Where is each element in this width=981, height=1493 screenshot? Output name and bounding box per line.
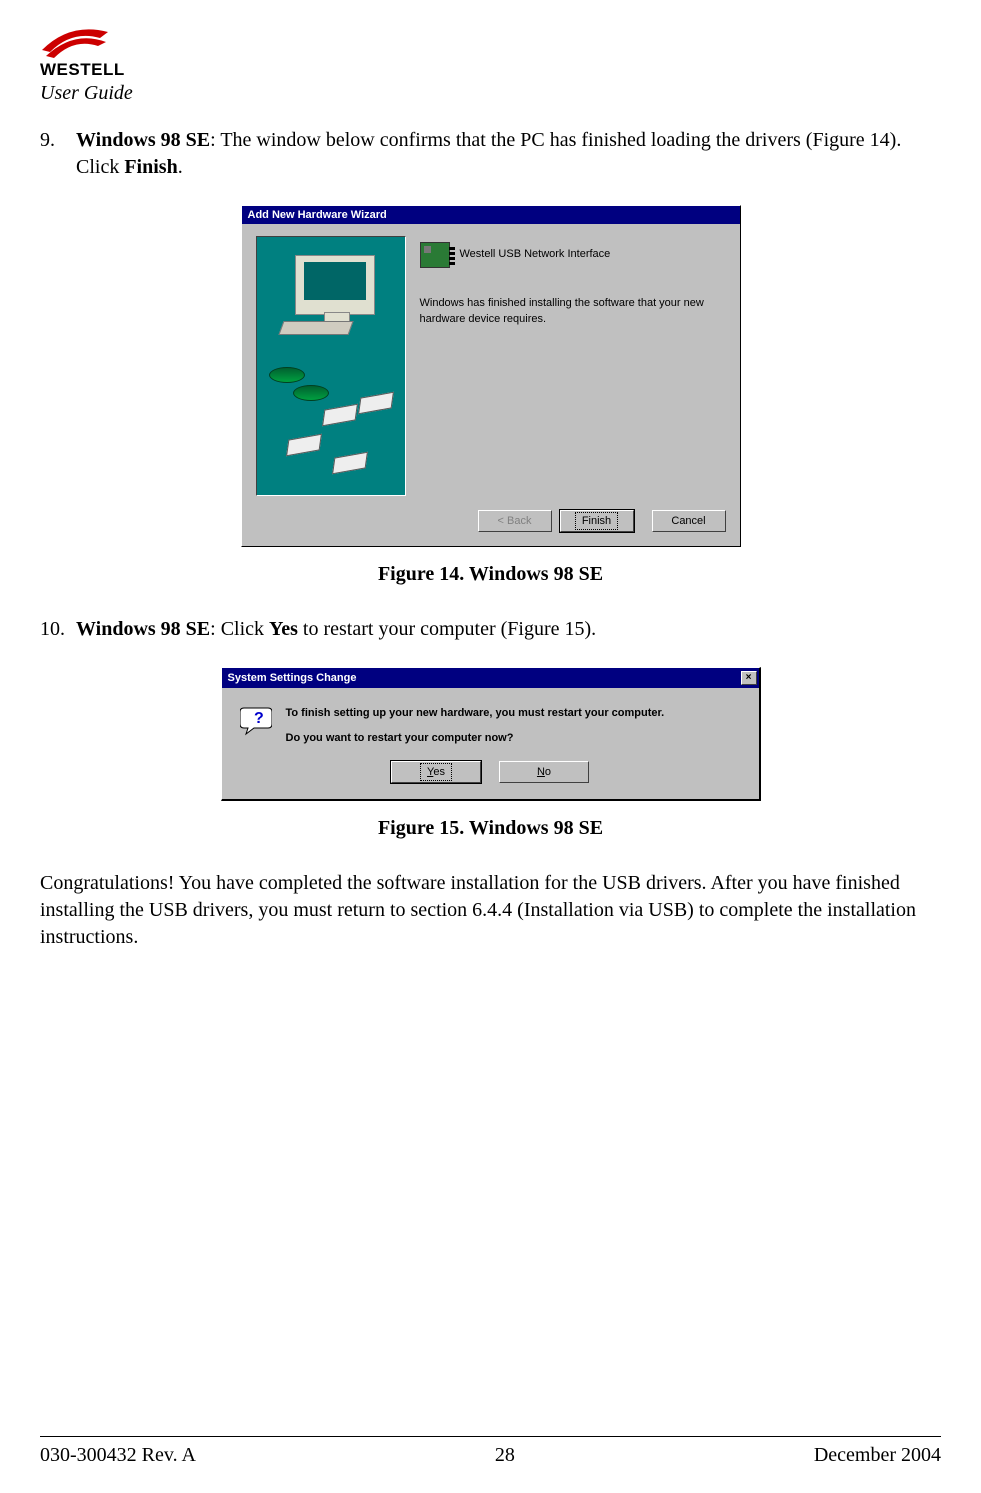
footer-right: December 2004 (814, 1444, 941, 1467)
step-9: 9. Windows 98 SE: The window below confi… (40, 127, 941, 181)
device-name: Westell USB Network Interface (460, 247, 611, 263)
footer-rule (40, 1436, 941, 1437)
step-9-number: 9. (40, 127, 76, 181)
step-10-mid2: to restart your computer (Figure 15). (298, 618, 596, 640)
device-row: Westell USB Network Interface (420, 242, 726, 268)
ssc-line1: To finish setting up your new hardware, … (286, 704, 741, 723)
finish-button-label: Finish (575, 512, 618, 530)
hardware-wizard-dialog: Add New Hardware Wizard Westell USB Netw… (241, 205, 741, 547)
footer-left: 030-300432 Rev. A (40, 1444, 196, 1467)
back-button[interactable]: < Back (478, 510, 552, 532)
monitor-icon (295, 255, 375, 315)
figure-14-caption: Figure 14. Windows 98 SE (40, 563, 941, 586)
question-icon: ? (240, 704, 272, 736)
wizard-button-row: < Back Finish Cancel (242, 502, 740, 546)
step-9-tail: . (178, 156, 183, 178)
logo (40, 20, 941, 60)
network-card-icon (420, 242, 450, 268)
step-9-bold-suffix: Finish (124, 156, 177, 178)
disk-icon (269, 367, 305, 383)
wizard-message: Windows has finished installing the soft… (420, 296, 726, 328)
close-button[interactable]: × (741, 671, 757, 685)
congrats-paragraph: Congratulations! You have completed the … (40, 870, 941, 951)
wizard-side-graphic (256, 236, 406, 496)
figure-15: System Settings Change × ? To finish set… (40, 667, 941, 801)
ssc-title-text: System Settings Change (228, 672, 357, 684)
step-10-text: Windows 98 SE: Click Yes to restart your… (76, 616, 941, 643)
wizard-titlebar: Add New Hardware Wizard (242, 206, 740, 224)
step-10-bold-prefix: Windows 98 SE (76, 618, 210, 640)
yes-button[interactable]: Yes (391, 761, 481, 783)
cancel-button[interactable]: Cancel (652, 510, 726, 532)
page-footer: 030-300432 Rev. A 28 December 2004 (40, 1444, 941, 1467)
disk-icon (293, 385, 329, 401)
system-settings-change-dialog: System Settings Change × ? To finish set… (221, 667, 761, 801)
chip-icon (286, 434, 322, 457)
keyboard-icon (278, 321, 353, 335)
step-10-number: 10. (40, 616, 76, 643)
finish-button[interactable]: Finish (560, 510, 634, 532)
brand-text: WESTELL (40, 60, 941, 80)
svg-text:?: ? (254, 710, 264, 727)
no-button-label: No (537, 766, 551, 778)
ssc-message: To finish setting up your new hardware, … (286, 704, 741, 747)
step-10-bold-mid: Yes (269, 618, 298, 640)
close-icon: × (746, 672, 752, 683)
ssc-titlebar: System Settings Change × (222, 668, 759, 688)
wizard-right-panel: Westell USB Network Interface Windows ha… (420, 236, 726, 496)
ssc-line2: Do you want to restart your computer now… (286, 729, 741, 748)
yes-button-label: Yes (420, 763, 452, 781)
no-button[interactable]: No (499, 761, 589, 783)
chip-icon (332, 452, 368, 475)
westell-swoosh-icon (40, 20, 110, 60)
step-9-bold-prefix: Windows 98 SE (76, 129, 210, 151)
figure-14: Add New Hardware Wizard Westell USB Netw… (40, 205, 941, 547)
page: WESTELL User Guide 9. Windows 98 SE: The… (0, 0, 981, 1493)
footer-page-number: 28 (495, 1444, 515, 1467)
ssc-body: ? To finish setting up your new hardware… (222, 688, 759, 751)
page-header: WESTELL User Guide (40, 20, 941, 105)
wizard-body: Westell USB Network Interface Windows ha… (242, 224, 740, 502)
step-9-text: Windows 98 SE: The window below confirms… (76, 127, 941, 181)
chip-icon (322, 404, 358, 427)
doc-subtitle: User Guide (40, 82, 941, 105)
chip-icon (358, 392, 394, 415)
ssc-button-row: Yes No (222, 751, 759, 799)
step-10: 10. Windows 98 SE: Click Yes to restart … (40, 616, 941, 643)
figure-15-caption: Figure 15. Windows 98 SE (40, 817, 941, 840)
step-10-mid1: : Click (210, 618, 269, 640)
